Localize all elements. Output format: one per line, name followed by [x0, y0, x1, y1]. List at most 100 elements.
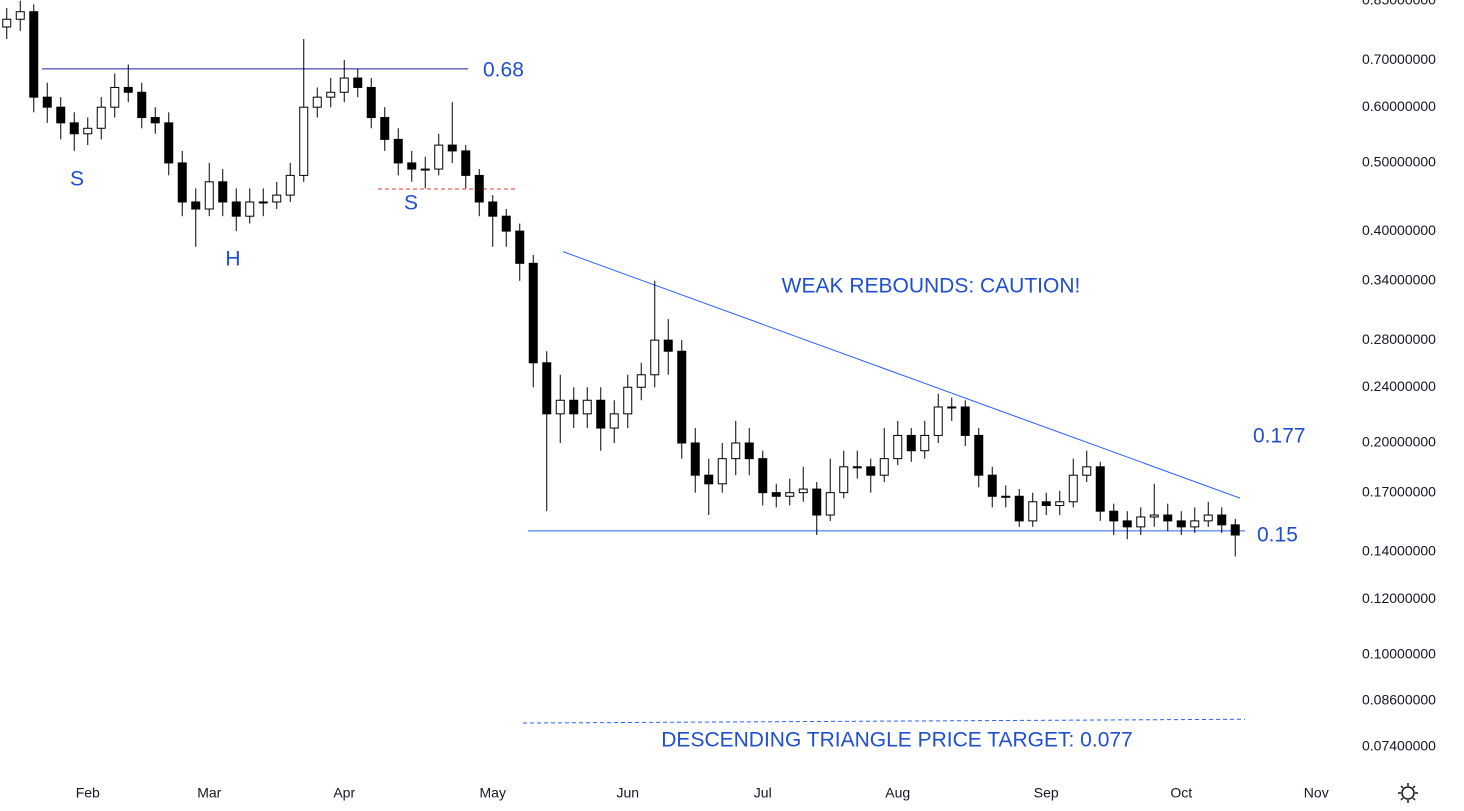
candle-body	[704, 474, 714, 485]
candle-body	[771, 492, 781, 497]
candle-body	[15, 11, 25, 20]
x-tick-label: Feb	[76, 785, 100, 801]
candle-body	[1082, 466, 1092, 476]
candle-body	[596, 399, 606, 429]
candle-body	[555, 399, 565, 415]
candle-body	[920, 434, 930, 452]
candle-body	[1068, 474, 1078, 503]
candle-body	[717, 458, 727, 485]
candle-body	[339, 77, 349, 93]
candle-body	[150, 117, 160, 124]
candle-body	[785, 492, 795, 497]
y-tick-label: 0.40000000	[1362, 222, 1436, 238]
candle-body	[947, 406, 957, 409]
candle-body	[461, 150, 471, 176]
candle-body	[1230, 524, 1240, 536]
candle-body	[447, 144, 457, 152]
y-tick-label: 0.24000000	[1362, 378, 1436, 394]
settings-icon-rays	[1398, 783, 1418, 803]
candle-body	[582, 399, 592, 415]
y-tick-label: 0.34000000	[1362, 271, 1436, 287]
candle-body	[110, 86, 120, 108]
y-tick-label: 0.17000000	[1362, 483, 1436, 499]
annotation: 0.15	[1257, 524, 1298, 547]
candle-body	[380, 117, 390, 140]
candle-body	[1109, 510, 1119, 522]
candle-body	[42, 96, 52, 108]
candle-body	[933, 406, 943, 436]
candle-body	[137, 91, 147, 119]
candle-body	[812, 488, 822, 516]
x-tick-label: Mar	[197, 785, 221, 801]
x-tick-label: Nov	[1304, 785, 1329, 801]
candle-body	[1163, 514, 1173, 522]
candle-body	[272, 194, 282, 203]
annotation: S	[70, 168, 84, 191]
y-tick-label: 0.07400000	[1362, 738, 1436, 754]
candle-body	[191, 201, 201, 210]
candle-body	[690, 442, 700, 476]
candle-body	[852, 466, 862, 469]
annotation: 0.68	[483, 59, 524, 82]
candle-body	[1055, 501, 1065, 507]
axes: 0.85000000 0.70000000 0.60000000 0.50000000…	[76, 0, 1436, 801]
trend-line	[562, 251, 1241, 499]
drawings	[42, 68, 1246, 724]
candle-body	[83, 127, 93, 135]
candle-body	[123, 86, 133, 93]
candle-body	[204, 181, 214, 210]
candle-body	[758, 458, 768, 494]
candle-body	[501, 215, 511, 232]
x-tick-label: May	[480, 785, 506, 801]
candle-body	[866, 466, 876, 476]
candle-body	[2, 18, 12, 28]
candle-body	[258, 201, 268, 204]
candle-body	[1176, 520, 1186, 528]
y-tick-label: 0.60000000	[1362, 98, 1436, 114]
candle-body	[353, 77, 363, 88]
candle-body	[839, 466, 849, 494]
candle-body	[636, 374, 646, 388]
candle-body	[825, 492, 835, 516]
x-tick-label: Sep	[1034, 785, 1059, 801]
candle-body	[231, 201, 241, 217]
annotation: H	[225, 248, 240, 271]
candle-body	[798, 488, 808, 494]
annotation: 0.177	[1253, 425, 1306, 448]
candles	[2, 0, 1240, 557]
candle-body	[1203, 514, 1213, 522]
settings-icon[interactable]	[1398, 783, 1418, 803]
candle-body	[1122, 520, 1132, 528]
candle-body	[366, 86, 376, 119]
candle-body	[312, 96, 322, 108]
annotation: S	[404, 192, 418, 215]
annotation: DESCENDING TRIANGLE PRICE TARGET: 0.077	[661, 729, 1132, 752]
candle-body	[1190, 520, 1200, 528]
candle-body	[393, 138, 403, 164]
candle-body	[744, 442, 754, 460]
annotation: WEAK REBOUNDS: CAUTION!	[782, 275, 1081, 298]
candle-body	[609, 413, 619, 429]
candle-body	[434, 144, 444, 170]
candle-body	[245, 201, 255, 217]
candle-body	[177, 162, 187, 203]
candle-body	[974, 434, 984, 476]
x-tick-label: Jul	[754, 785, 772, 801]
trend-line	[522, 718, 1246, 724]
candle-body	[677, 350, 687, 444]
candle-body	[879, 458, 889, 476]
y-tick-label: 0.28000000	[1362, 331, 1436, 347]
candle-body	[731, 442, 741, 460]
candle-body	[420, 168, 430, 171]
candle-body	[1095, 466, 1105, 512]
candle-body	[56, 106, 66, 124]
candle-body	[326, 91, 336, 98]
candle-body	[650, 339, 660, 376]
candle-body	[69, 122, 79, 135]
candle-body	[488, 201, 498, 217]
candle-body	[218, 181, 228, 203]
candle-body	[542, 362, 552, 415]
candle-body	[474, 174, 484, 203]
